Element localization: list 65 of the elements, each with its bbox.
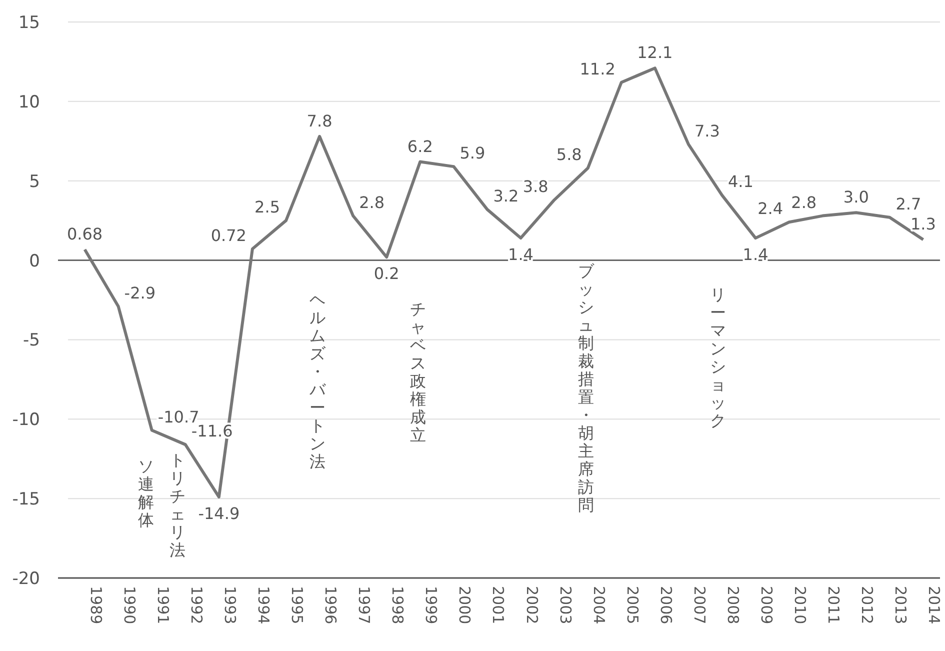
x-tick-label: 1993 xyxy=(220,586,239,624)
text: 5.8 xyxy=(556,145,582,164)
x-tick-label: 2000 xyxy=(456,586,474,624)
x-tick-label: 1994 xyxy=(254,586,272,624)
text: -14.9 xyxy=(198,504,240,523)
text: 7.8 xyxy=(306,111,332,130)
text: -10.7 xyxy=(158,407,200,426)
y-tick-label: 10 xyxy=(18,92,40,112)
text: 12.1 xyxy=(637,43,673,62)
y-tick-label: -15 xyxy=(12,490,40,510)
x-tick-label: 2008 xyxy=(724,586,742,624)
text: 4.1 xyxy=(728,172,754,192)
x-tick-label: 2009 xyxy=(758,586,776,624)
x-tick-label: 2001 xyxy=(489,586,508,624)
x-tick-label: 1989 xyxy=(86,586,105,624)
x-tick-label: 2010 xyxy=(791,586,810,624)
x-tick-label: 2002 xyxy=(522,586,541,624)
text: 0.72 xyxy=(210,226,246,245)
text: 0.2 xyxy=(374,264,400,284)
x-tick-label: 1997 xyxy=(355,586,374,624)
annotation: リーマンショック xyxy=(710,285,726,430)
x-tick-label: 1999 xyxy=(422,586,440,624)
y-tick-label: -10 xyxy=(12,410,40,430)
text: 3.2 xyxy=(493,186,519,206)
x-tick-label: 2006 xyxy=(656,586,675,624)
text: 1.4 xyxy=(508,245,534,264)
text: ヘルムズ・バートン法 xyxy=(310,290,326,471)
annotation: トリチェリ法 xyxy=(169,450,186,560)
x-tick-label: 2014 xyxy=(925,586,944,624)
y-tick-label: -20 xyxy=(12,569,40,589)
text: 3.0 xyxy=(843,188,869,207)
annotation: ソ連解体 xyxy=(138,456,154,530)
y-tick-label: 5 xyxy=(29,172,40,192)
x-tick-label: 1998 xyxy=(388,586,407,624)
text: 3.8 xyxy=(522,176,548,196)
text: 7.3 xyxy=(694,121,720,140)
text: -2.9 xyxy=(124,283,156,302)
x-tick-label: 1991 xyxy=(154,586,172,624)
text: 2.8 xyxy=(791,192,817,212)
text: 6.2 xyxy=(407,136,433,156)
x-tick-label: 1992 xyxy=(187,586,206,624)
x-tick-label: 2005 xyxy=(623,586,642,624)
x-tick-label: 1996 xyxy=(322,586,340,624)
y-tick-label: 0 xyxy=(29,251,40,272)
text: 0.68 xyxy=(66,224,103,244)
text: 11.2 xyxy=(580,59,616,78)
x-tick-label: 2003 xyxy=(556,586,574,624)
x-tick-label: 2007 xyxy=(690,586,708,624)
text: 2.8 xyxy=(359,192,385,212)
x-tick-label: 1990 xyxy=(120,586,138,624)
y-tick-label: 15 xyxy=(18,13,40,33)
x-tick-label: 2013 xyxy=(892,586,910,624)
text: ブッシュ制裁措置・胡主席訪問 xyxy=(578,261,594,514)
text: 2.7 xyxy=(896,194,922,214)
y-tick-label: -5 xyxy=(23,330,40,351)
text: 5.9 xyxy=(460,144,486,163)
x-tick-label: 2012 xyxy=(858,586,876,624)
x-tick-label: 2011 xyxy=(824,586,843,624)
text: 2.4 xyxy=(758,199,784,218)
x-tick-label: 1995 xyxy=(288,586,306,624)
text: 1.3 xyxy=(910,214,936,234)
x-tick-label: 2004 xyxy=(590,586,608,624)
annotation: チャベス政権成立 xyxy=(410,299,426,444)
text: 1.4 xyxy=(742,245,768,264)
text: 2.5 xyxy=(254,198,280,217)
